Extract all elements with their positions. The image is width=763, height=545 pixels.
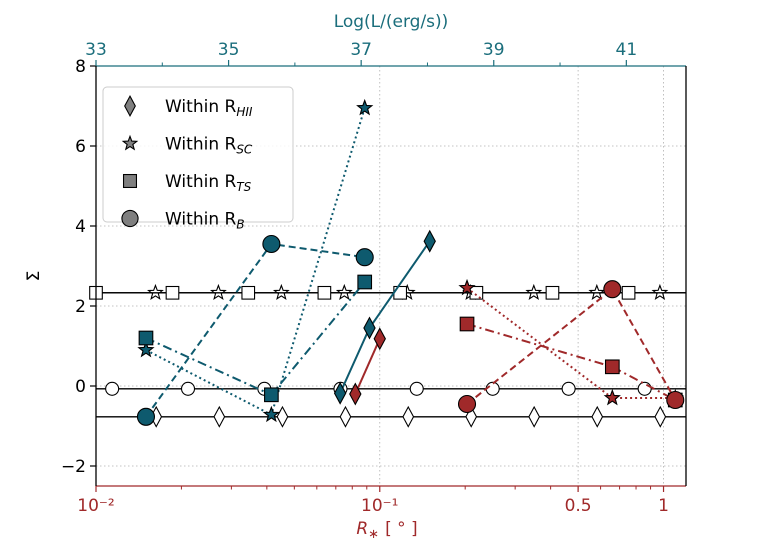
series-point-teal-b — [136, 407, 156, 426]
reference-marker-sc — [588, 283, 606, 300]
top-x-tick-label: 41 — [616, 40, 638, 60]
series-point-red-b — [457, 394, 477, 414]
reference-marker-b — [105, 381, 120, 396]
bottom-x-axis-label-sub: ∗ — [368, 527, 379, 542]
bottom-x-tick-label: 0.5 — [565, 496, 592, 516]
series-point-teal-b — [262, 234, 281, 254]
axes — [95, 65, 687, 487]
series-point-teal-sc — [262, 405, 281, 423]
top-x-tick-label: 37 — [350, 40, 372, 60]
legend-label-text: Within R — [165, 97, 237, 117]
data-series — [136, 98, 685, 426]
series-point-red-sc — [458, 278, 476, 296]
y-tick-label: 4 — [75, 217, 86, 237]
series-point-teal-ts — [138, 330, 154, 346]
reference-marker-hii — [276, 405, 289, 428]
series-point-red-hii — [373, 327, 386, 351]
legend-label: Within RTS — [165, 172, 252, 194]
legend-label-subscript: B — [236, 218, 244, 232]
legend-label-subscript: TS — [236, 180, 251, 194]
y-tick-label: 8 — [75, 57, 86, 77]
y-tick-label: −2 — [61, 457, 86, 477]
series-point-red-sc — [603, 388, 621, 406]
y-tick-label: 0 — [75, 377, 86, 397]
legend-label-text: Within R — [165, 210, 237, 230]
bottom-x-axis-label-unit: [ ° ] — [385, 519, 418, 539]
reference-marker-b — [637, 381, 652, 396]
series-point-teal-b — [355, 248, 374, 267]
reference-marker-sc — [335, 283, 353, 300]
series-point-teal-ts — [264, 387, 279, 403]
reference-marker-ts — [545, 285, 560, 300]
series-point-teal-sc — [137, 340, 155, 358]
top-x-tick-label: 35 — [218, 40, 240, 60]
legend-marker-square — [122, 173, 138, 189]
reference-marker-sc — [209, 283, 227, 300]
series-point-red-b — [603, 280, 622, 299]
bottom-x-axis-label-main: R — [356, 519, 368, 539]
y-axis-label: Σ — [24, 271, 44, 282]
reference-marker-ts — [317, 285, 332, 300]
bottom-x-tick-label: 1 — [658, 496, 669, 516]
reference-marker-hii — [402, 405, 415, 428]
series-line-red-ts — [466, 323, 676, 401]
legend-label: Within RHII — [165, 97, 253, 119]
reference-marker-hii — [654, 405, 667, 428]
legend-marker-circle — [121, 209, 139, 228]
reference-marker-b — [561, 381, 576, 396]
reference-marker-hii — [339, 405, 352, 428]
series-point-red-ts — [604, 359, 620, 375]
reference-marker-ts — [621, 285, 636, 300]
reference-marker-sc — [147, 283, 164, 300]
bottom-x-tick-label: 10⁻¹ — [361, 496, 398, 516]
series-point-red-ts — [459, 316, 475, 332]
legend-label-text: Within R — [165, 135, 237, 155]
series-line-red-sc — [466, 287, 676, 399]
series-line-red-hii — [354, 338, 381, 395]
series-point-red-hii — [349, 382, 362, 406]
reference-marker-b — [180, 381, 196, 396]
reference-marker-hii — [528, 405, 541, 428]
reference-marker-b — [409, 381, 424, 396]
series-point-teal-hii — [333, 381, 347, 405]
top-x-tick-label: 33 — [85, 40, 107, 60]
reference-marker-b — [485, 381, 500, 396]
reference-marker-hii — [213, 405, 226, 428]
reference-marker-sc — [272, 283, 290, 300]
series-point-teal-hii — [363, 316, 376, 340]
legend-marker-diamond — [124, 95, 136, 117]
reference-marker-hii — [591, 405, 604, 428]
reference-marker-sc — [651, 283, 669, 300]
reference-marker-ts — [165, 285, 180, 300]
series-point-teal-sc — [356, 98, 374, 116]
series-point-red-b — [666, 390, 685, 410]
y-tick-label: 2 — [75, 297, 86, 317]
reference-marker-ts — [393, 285, 408, 300]
bottom-x-tick-label: 10⁻² — [77, 496, 114, 516]
legend-marker-star — [121, 134, 139, 151]
series-point-teal-ts — [357, 274, 373, 290]
top-x-axis-label: Log(L/(erg/s)) — [334, 12, 449, 32]
reference-marker-ts — [241, 285, 256, 300]
ticks: −2 0 2 4 6 8 10⁻² 10⁻¹ 0.5 1 33 35 37 39 41 — [61, 40, 669, 516]
series-line-red-b — [466, 287, 677, 405]
y-tick-label: 6 — [75, 137, 86, 157]
series-point-teal-hii — [423, 229, 436, 253]
legend-label: Within RB — [165, 210, 245, 232]
reference-marker-sc — [525, 283, 543, 300]
bottom-x-axis-label: R∗ [ ° ] — [356, 519, 417, 542]
legend-label-subscript: SC — [236, 143, 253, 157]
top-x-tick-label: 39 — [483, 40, 505, 60]
legend-label: Within RSC — [165, 135, 253, 157]
legend-label-text: Within R — [165, 172, 237, 192]
legend-label-subscript: HII — [236, 105, 253, 119]
